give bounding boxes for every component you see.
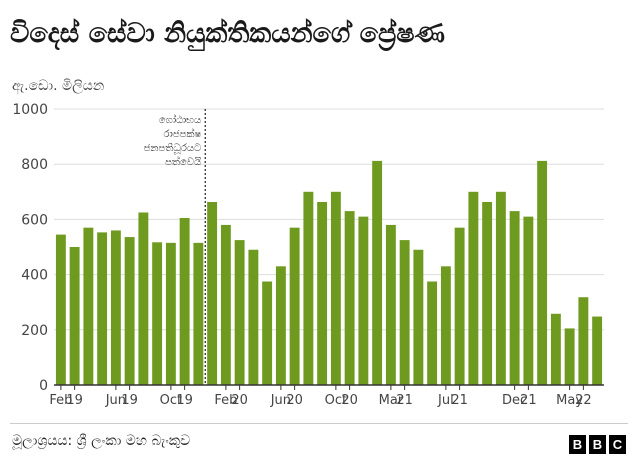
x-tick-label: Dec (502, 393, 527, 408)
bar-may-20 (262, 281, 273, 385)
gridlines (54, 108, 604, 331)
x-tick-label: 19 (121, 393, 138, 408)
bar-sep-19 (152, 242, 163, 385)
bar-dec-19 (193, 242, 204, 385)
bar-jan-21 (372, 160, 383, 385)
bar-jun-19 (110, 230, 121, 385)
bbc-logo-letter: C (609, 435, 626, 454)
bar-feb-21 (385, 224, 396, 385)
x-tick-label: 19 (66, 393, 83, 408)
bar-nov-19 (179, 218, 190, 385)
annotation-text: පත්වෙයි (165, 155, 201, 168)
chart-title: විදෙස් සේවා නියුක්තිකයන්ගේ ප්‍රේෂණ (10, 18, 445, 49)
x-tick-label: 20 (231, 393, 248, 408)
bar-mar-20 (234, 240, 245, 385)
x-tick-label: Oct (325, 393, 347, 408)
x-tick-label: Jun (270, 393, 291, 408)
x-tick-label: Feb (49, 393, 72, 408)
x-tick-label: Jul (437, 393, 454, 408)
bbc-logo-letter: B (569, 435, 586, 454)
bar-nov-21 (509, 211, 520, 385)
bbc-logo-letter: B (589, 435, 606, 454)
bar-jul-20 (289, 227, 300, 385)
bar-jun-21 (440, 266, 451, 385)
x-tick-label: 20 (286, 393, 303, 408)
bar-jan-22 (537, 160, 548, 385)
source-note: මූලාශ්‍රයය: ශ්‍රී ලංකා මහ බැංකුව (12, 433, 191, 449)
bar-oct-19 (165, 242, 176, 385)
bar-jul-19 (124, 237, 135, 385)
bar-aug-19 (138, 212, 149, 385)
bar-sep-21 (482, 202, 493, 385)
bar-apr-20 (248, 249, 259, 385)
y-tick-label: 600 (21, 212, 48, 228)
bar-nov-20 (344, 211, 355, 385)
bar-dec-21 (523, 216, 534, 385)
bbc-logo: B B C (569, 435, 626, 454)
bar-mar-19 (69, 247, 80, 385)
bar-sep-20 (317, 202, 328, 385)
bar-may-19 (97, 232, 108, 385)
bar-aug-20 (303, 191, 314, 385)
bar-may-22 (592, 316, 603, 385)
bar-mar-21 (399, 240, 410, 385)
x-tick-label: Oct (160, 393, 182, 408)
x-tick-label: Jun (105, 393, 126, 408)
bar-apr-21 (413, 249, 424, 385)
x-tick-label: 22 (575, 393, 592, 408)
x-tick-label: 21 (520, 393, 537, 408)
bar-feb-19 (55, 234, 66, 385)
x-tick-label: May (556, 393, 583, 408)
x-tick-label: Feb (214, 393, 237, 408)
bar-jul-21 (454, 227, 465, 385)
y-tick-label: 200 (21, 323, 48, 339)
bar-oct-20 (330, 191, 341, 385)
footer-divider (10, 423, 628, 424)
x-tick-label: 21 (451, 393, 468, 408)
y-tick-label: 1000 (12, 102, 48, 118)
bar-aug-21 (468, 191, 479, 385)
bar-apr-22 (578, 297, 589, 385)
bar-jan-20 (207, 202, 218, 385)
annotation-text: ගෝඨාභය (159, 113, 201, 126)
x-tick-label: 20 (341, 393, 358, 408)
bar-feb-20 (220, 224, 231, 385)
bar-mar-22 (564, 328, 575, 385)
x-tick-label: Mar (379, 393, 404, 408)
annotation-text: රාජපක්ෂ (163, 127, 201, 140)
y-axis-unit-label: ඇ.ඩො. මිලියන (12, 78, 105, 94)
x-tick-label: 19 (176, 393, 193, 408)
y-tick-label: 0 (39, 378, 48, 394)
y-tick-label: 400 (21, 268, 48, 284)
bar-feb-22 (550, 313, 561, 385)
bars (55, 160, 603, 385)
bar-may-21 (427, 281, 438, 385)
annotation-text: ජනපතිධූරයට (144, 142, 202, 154)
x-tick-label: 21 (396, 393, 413, 408)
bar-oct-21 (495, 191, 506, 385)
bar-apr-19 (83, 227, 94, 385)
y-axis-ticks: 0 200 400 600 800 1000 (12, 102, 48, 394)
bar-dec-20 (358, 216, 369, 385)
bar-jun-20 (275, 266, 286, 385)
y-tick-label: 800 (21, 157, 48, 173)
